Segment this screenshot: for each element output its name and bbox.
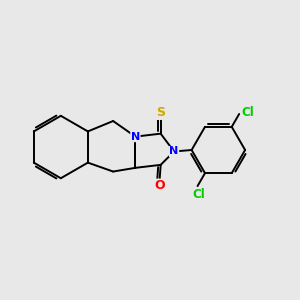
Text: N: N [169, 146, 179, 157]
Text: S: S [156, 106, 165, 119]
Text: O: O [154, 179, 164, 192]
Text: Cl: Cl [193, 188, 206, 202]
Text: Cl: Cl [242, 106, 254, 119]
Text: N: N [131, 132, 140, 142]
